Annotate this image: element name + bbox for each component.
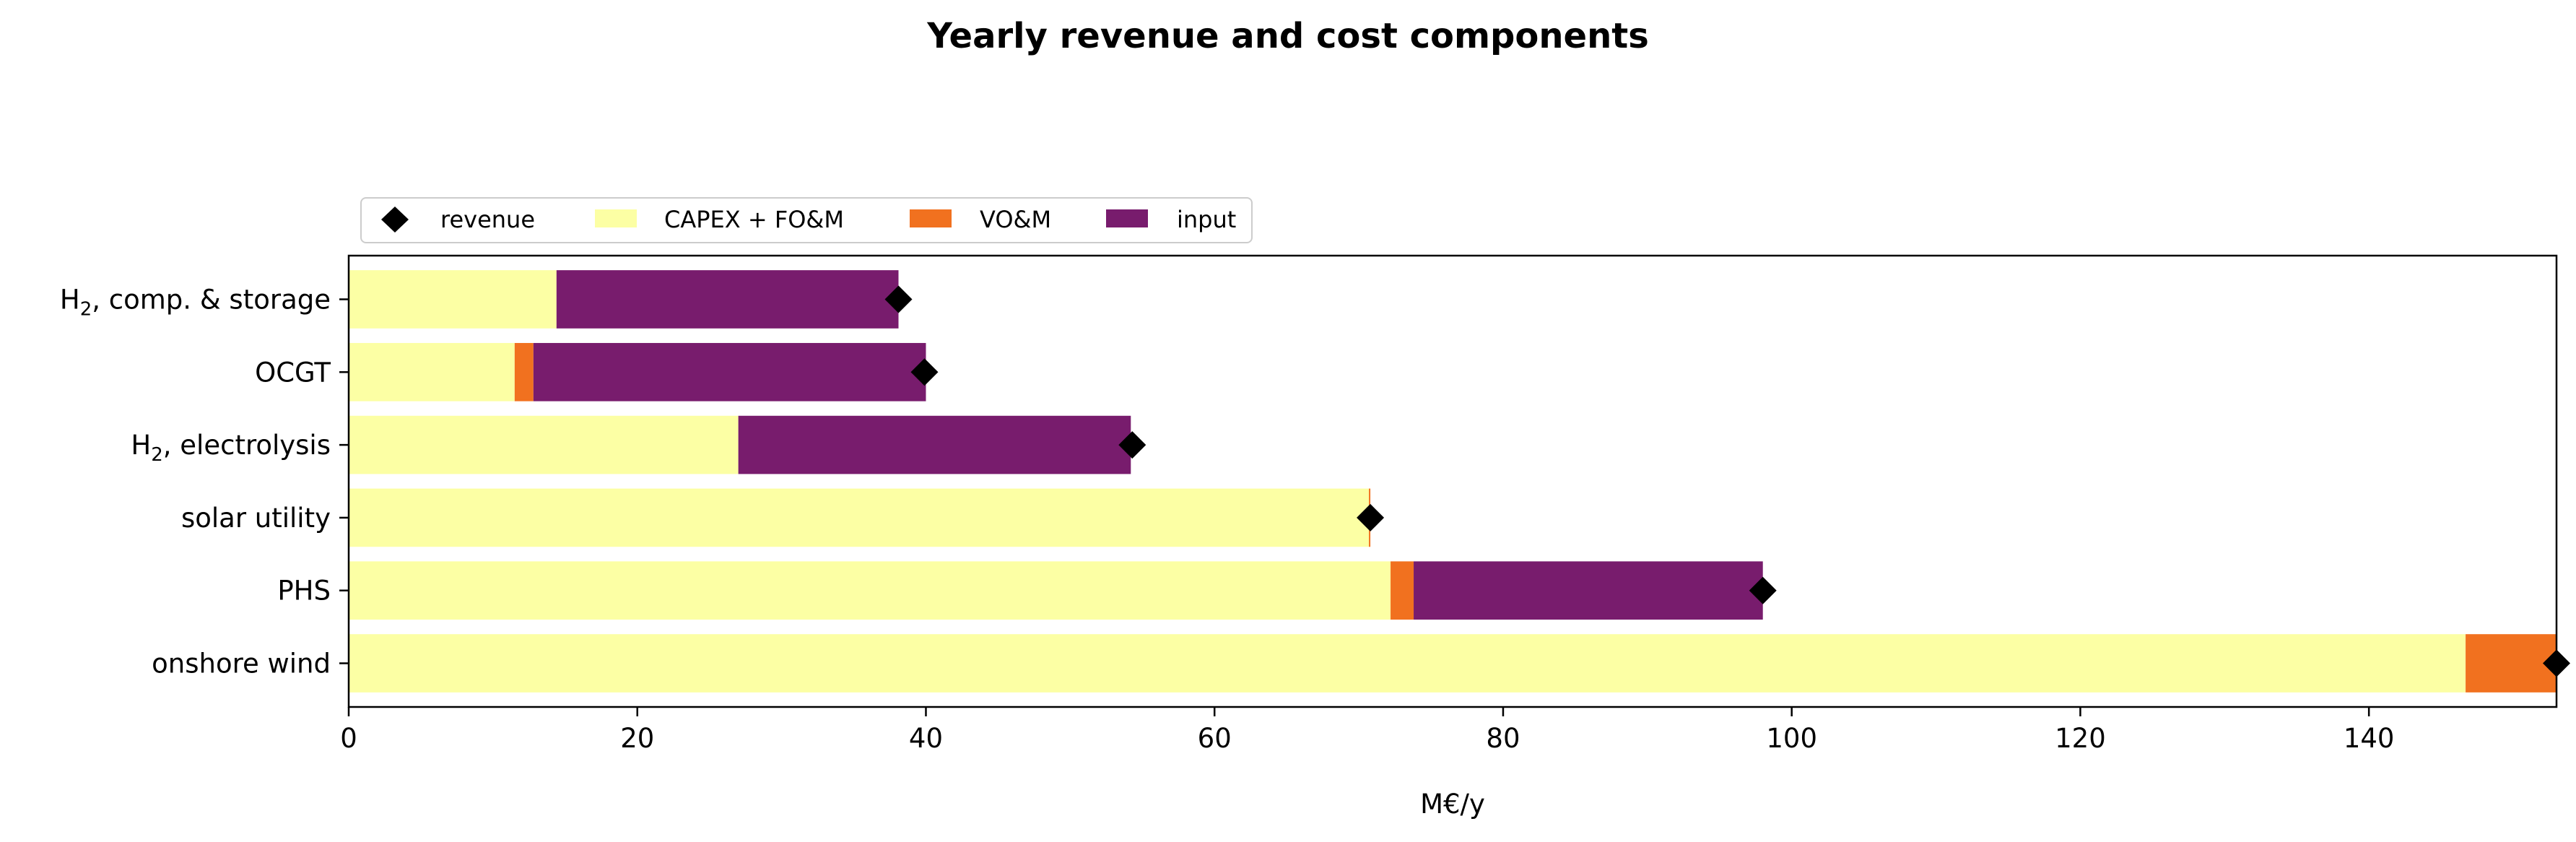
bar-segment-vom-1 [514,342,534,402]
y-axis: H2, comp. & storage OCGT H2, electrolysis s… [60,284,349,680]
revenue-marker-3 [1357,503,1385,531]
legend-input-swatch [1106,209,1148,227]
y-tick-label-1: OCGT [255,357,331,388]
x-tick-label-0: 0 [340,723,357,754]
revenue-marker-1 [910,358,939,386]
y-tick-label-0: H2, comp. & storage [60,284,331,320]
x-tick-label-4: 80 [1486,723,1520,754]
bar-segment-capex-fom-4 [349,561,1391,620]
legend-revenue-marker [381,207,409,233]
legend-revenue-label: revenue [440,206,535,233]
bar-segment-input-2 [738,415,1131,474]
revenue-marker-0 [884,285,913,313]
x-tick-label-7: 140 [2344,723,2395,754]
plot-frame [347,254,2558,708]
x-tick-label-6: 120 [2055,723,2106,754]
bar-segment-capex-fom-5 [349,634,2466,693]
legend-vom-label: VO&M [980,206,1051,233]
legend-capex-swatch [595,209,637,227]
legend-input-label: input [1177,206,1236,233]
legend: revenue CAPEX + FO&M VO&M input [360,197,1253,243]
bar-segment-input-1 [533,342,926,402]
y-tick-label-5: onshore wind [152,648,331,680]
bar-segment-vom-4 [1391,561,1414,620]
chart-title: Yearly revenue and cost components [926,16,1649,56]
bar-segment-capex-fom-2 [349,415,739,474]
legend-vom-swatch [910,209,952,227]
x-tick-label-3: 60 [1198,723,1232,754]
bar-segment-capex-fom-1 [349,342,515,402]
y-tick-label-4: PHS [277,576,331,607]
x-axis: 0 20 40 60 80 100 120 140 [340,707,2394,754]
bar-segment-capex-fom-0 [349,270,557,329]
y-tick-label-2: H2, electrolysis [131,430,331,466]
x-tick-label-2: 40 [909,723,943,754]
x-axis-label: M€/y [1420,789,1485,820]
bar-segment-vom-5 [2466,634,2557,693]
bar-segment-input-0 [556,270,899,329]
x-tick-label-5: 100 [1766,723,1817,754]
x-tick-label-1: 20 [620,723,654,754]
legend-frame [360,197,1253,243]
bars-layer [349,270,2557,693]
legend-capex-label: CAPEX + FO&M [664,206,844,233]
revenue-marker-2 [1118,431,1146,459]
bar-segment-capex-fom-3 [349,488,1370,547]
bar-segment-input-4 [1414,561,1763,620]
y-tick-label-3: solar utility [181,503,331,534]
revenue-marker-4 [1749,576,1777,604]
